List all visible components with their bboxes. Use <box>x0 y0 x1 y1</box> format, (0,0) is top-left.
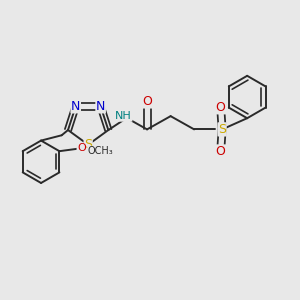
Text: O: O <box>216 101 226 114</box>
Text: N: N <box>96 100 105 113</box>
Text: S: S <box>84 138 92 151</box>
Text: O: O <box>216 145 226 158</box>
Text: NH: NH <box>115 111 132 121</box>
Text: O: O <box>77 143 86 153</box>
Text: S: S <box>218 123 226 136</box>
Text: N: N <box>71 100 80 113</box>
Text: O: O <box>142 95 152 108</box>
Text: OCH₃: OCH₃ <box>88 146 113 156</box>
